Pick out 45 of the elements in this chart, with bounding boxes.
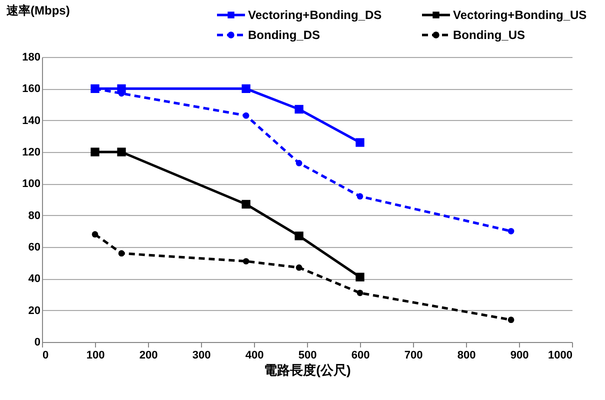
legend-label: Vectoring+Bonding_DS [248,8,382,22]
y-tick-label: 180 [22,52,40,64]
x-tick-label: 800 [457,350,476,362]
x-tick-label: 500 [298,350,317,362]
point [356,272,364,282]
point [294,232,304,240]
y-tick-label: 100 [22,178,40,190]
point [242,200,250,209]
y-tick-label: 40 [28,273,40,286]
y-tick-label: 140 [22,114,40,127]
x-tick-label: 700 [404,350,423,362]
x-tick-label: 900 [510,350,529,362]
point [90,148,100,156]
y-tick-label: 160 [22,83,40,96]
y-axis-title: 速率(Mbps) [6,4,70,18]
y-tick-label: 80 [28,210,40,222]
point [356,290,364,296]
x-tick-label: 400 [245,350,264,362]
point [118,250,125,256]
y-tick-label: 120 [22,146,40,158]
point [508,316,514,323]
y-tick-label: 60 [28,242,40,254]
point [92,231,98,238]
point [242,112,250,119]
legend-label: Bonding_US [453,28,525,42]
x-tick-label: 300 [192,350,211,362]
point [356,138,364,147]
point [296,264,302,271]
x-tick-label: 0 [42,350,49,362]
point [242,84,250,93]
point [294,104,304,114]
point [242,258,250,264]
point [508,228,514,234]
y-tick-label: 0 [34,336,40,348]
legend-label: Bonding_DS [248,28,320,42]
x-tick-label: 1000 [548,350,572,362]
x-axis-title: 電路長度(公尺) [264,362,351,378]
x-tick-label: 200 [139,350,158,362]
x-tick-label: 600 [351,350,370,362]
legend-label: Vectoring+Bonding_US [453,8,587,22]
y-tick-label: 20 [28,304,40,317]
point [117,148,126,156]
point [296,160,302,166]
point [356,193,364,200]
x-tick-label: 100 [86,350,105,362]
